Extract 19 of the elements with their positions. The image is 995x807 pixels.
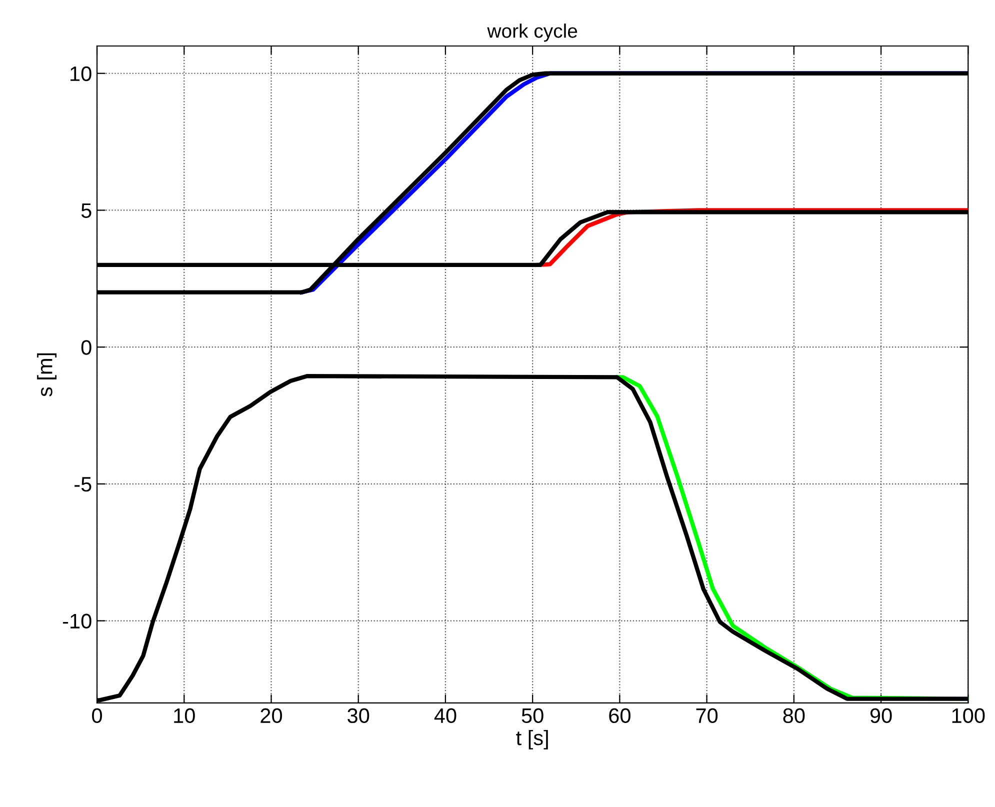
x-tick-label: 40 <box>434 708 456 724</box>
y-tick-label: -5 <box>74 477 92 492</box>
y-tick-label: 10 <box>70 66 92 82</box>
y-axis-title: s [m] <box>37 353 56 396</box>
x-tick-label: 90 <box>870 708 892 724</box>
x-tick-label: 50 <box>522 708 544 724</box>
x-tick-label: 30 <box>348 708 370 724</box>
y-tick-label: 0 <box>81 340 92 355</box>
y-tick-label: 5 <box>81 203 92 218</box>
chart-title: work cycle <box>487 24 578 42</box>
x-tick-label: 100 <box>952 708 985 724</box>
x-tick-label: 60 <box>609 708 630 724</box>
x-axis-title: t [s] <box>516 730 548 750</box>
y-tick-label: -10 <box>62 614 92 629</box>
x-tick-label: 70 <box>696 708 718 724</box>
x-tick-label: 10 <box>174 708 195 724</box>
x-tick-label: 20 <box>260 708 282 724</box>
x-tick-label: 0 <box>92 708 102 724</box>
x-tick-label: 80 <box>783 708 805 724</box>
